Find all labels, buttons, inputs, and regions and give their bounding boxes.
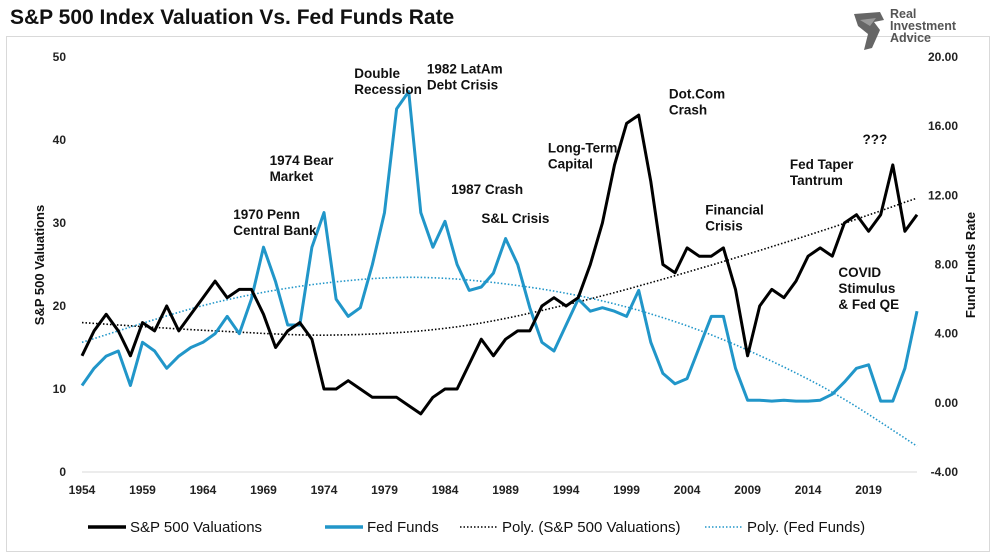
x-tick-label: 1989 <box>492 483 519 497</box>
annotation: 1970 Penn Central Bank <box>233 207 317 238</box>
x-tick-label: 1969 <box>250 483 277 497</box>
annotation: Financial Crisis <box>705 203 764 234</box>
logo: Real Investment Advice <box>850 8 990 52</box>
x-tick-label: 1999 <box>613 483 640 497</box>
chart-frame <box>6 36 990 552</box>
y2-tick-label: 12.00 <box>928 188 958 202</box>
legend-label: S&P 500 Valuations <box>130 519 262 536</box>
x-tick-label: 1984 <box>432 483 459 497</box>
y-tick-label: 50 <box>53 50 67 64</box>
eagle-logo-icon <box>854 12 884 50</box>
legend-label: Poly. (S&P 500 Valuations) <box>502 519 680 536</box>
series-line-1 <box>80 90 919 403</box>
series-line-3 <box>81 276 918 447</box>
y2-tick-label: 8.00 <box>935 258 959 272</box>
x-tick-label: 1964 <box>190 483 217 497</box>
x-tick-label: 1974 <box>311 483 338 497</box>
annotation: Double Recession <box>354 66 422 97</box>
logo-line: Investment <box>890 19 956 33</box>
x-tick-label: 1979 <box>371 483 398 497</box>
y-tick-label: 20 <box>53 299 67 313</box>
y2-tick-label: 0.00 <box>935 396 959 410</box>
y-tick-label: 40 <box>53 133 67 147</box>
legend-label: Fed Funds <box>367 519 439 536</box>
logo-text: Real Investment Advice <box>890 7 956 45</box>
x-tick-label: 1959 <box>129 483 156 497</box>
x-tick-label: 2004 <box>674 483 701 497</box>
legend-label: Poly. (Fed Funds) <box>747 519 865 536</box>
annotation: Long-Term Capital <box>548 140 618 171</box>
y2-tick-label: -4.00 <box>931 465 959 479</box>
y-axis-label: S&P 500 Valuations <box>32 205 47 325</box>
x-tick-label: 2014 <box>795 483 822 497</box>
annotation: Fed Taper Tantrum <box>790 157 854 188</box>
y2-tick-label: 20.00 <box>928 50 958 64</box>
x-tick-label: 2009 <box>734 483 761 497</box>
x-tick-label: 1994 <box>553 483 580 497</box>
logo-line: Real <box>890 7 917 21</box>
annotation: 1987 Crash <box>451 182 523 197</box>
y2-tick-label: 4.00 <box>935 327 959 341</box>
series-line-2 <box>81 197 918 336</box>
x-tick-label: 2019 <box>855 483 882 497</box>
y-tick-label: 10 <box>53 382 67 396</box>
chart-title: S&P 500 Index Valuation Vs. Fed Funds Ra… <box>10 6 455 29</box>
y2-tick-label: 16.00 <box>928 119 958 133</box>
y-tick-label: 0 <box>59 465 66 479</box>
logo-line: Advice <box>890 31 931 45</box>
series-line-0 <box>80 113 919 416</box>
y2-axis-label: Fund Funds Rate <box>963 212 978 318</box>
y-tick-label: 30 <box>53 216 67 230</box>
annotation: S&L Crisis <box>481 211 549 226</box>
annotation: 1982 LatAm Debt Crisis <box>427 62 503 93</box>
annotation: Dot.Com Crash <box>669 87 725 118</box>
annotation: COVID Stimulus & Fed QE <box>838 265 899 312</box>
annotation: 1974 Bear Market <box>270 153 335 184</box>
annotation: ??? <box>863 132 888 147</box>
x-tick-label: 1954 <box>69 483 96 497</box>
